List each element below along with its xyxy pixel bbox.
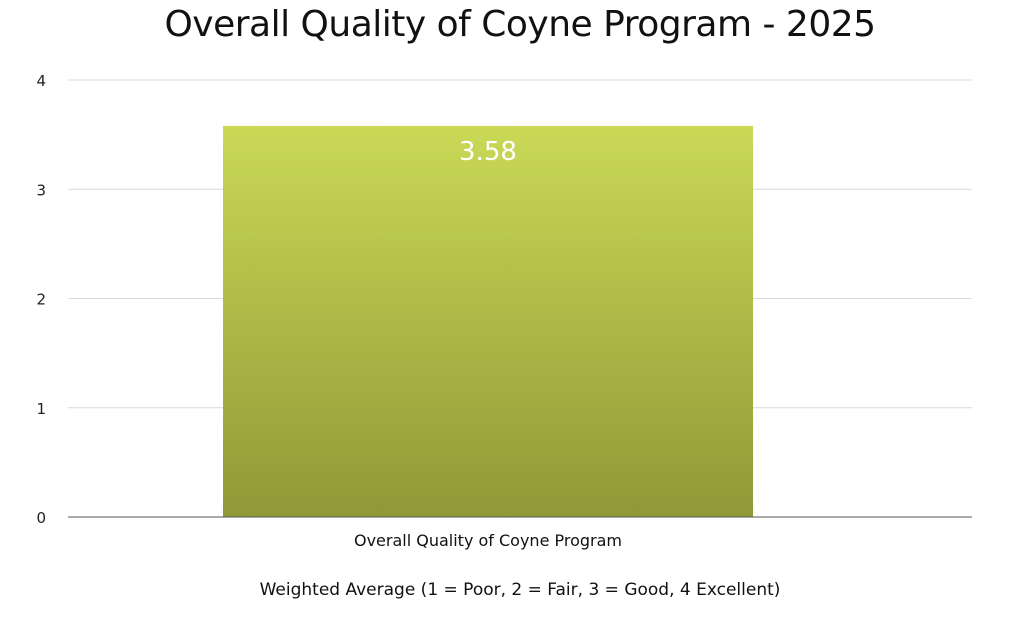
bar-data-label: 3.58 (459, 137, 517, 167)
x-axis-categories: Overall Quality of Coyne Program (354, 531, 622, 550)
y-tick-label: 0 (36, 509, 46, 527)
bar (223, 125, 753, 517)
y-tick-label: 4 (36, 72, 46, 90)
chart-title: Overall Quality of Coyne Program - 2025 (164, 4, 876, 45)
bar-series (223, 125, 753, 517)
data-labels: 3.58 (459, 137, 517, 167)
y-axis-ticks: 0 1 2 3 4 (36, 72, 46, 527)
y-tick-label: 1 (36, 400, 46, 418)
y-tick-label: 2 (36, 291, 46, 309)
x-axis-title: Weighted Average (1 = Poor, 2 = Fair, 3 … (259, 580, 781, 600)
y-tick-label: 3 (36, 181, 46, 199)
x-category-label: Overall Quality of Coyne Program (354, 531, 622, 550)
